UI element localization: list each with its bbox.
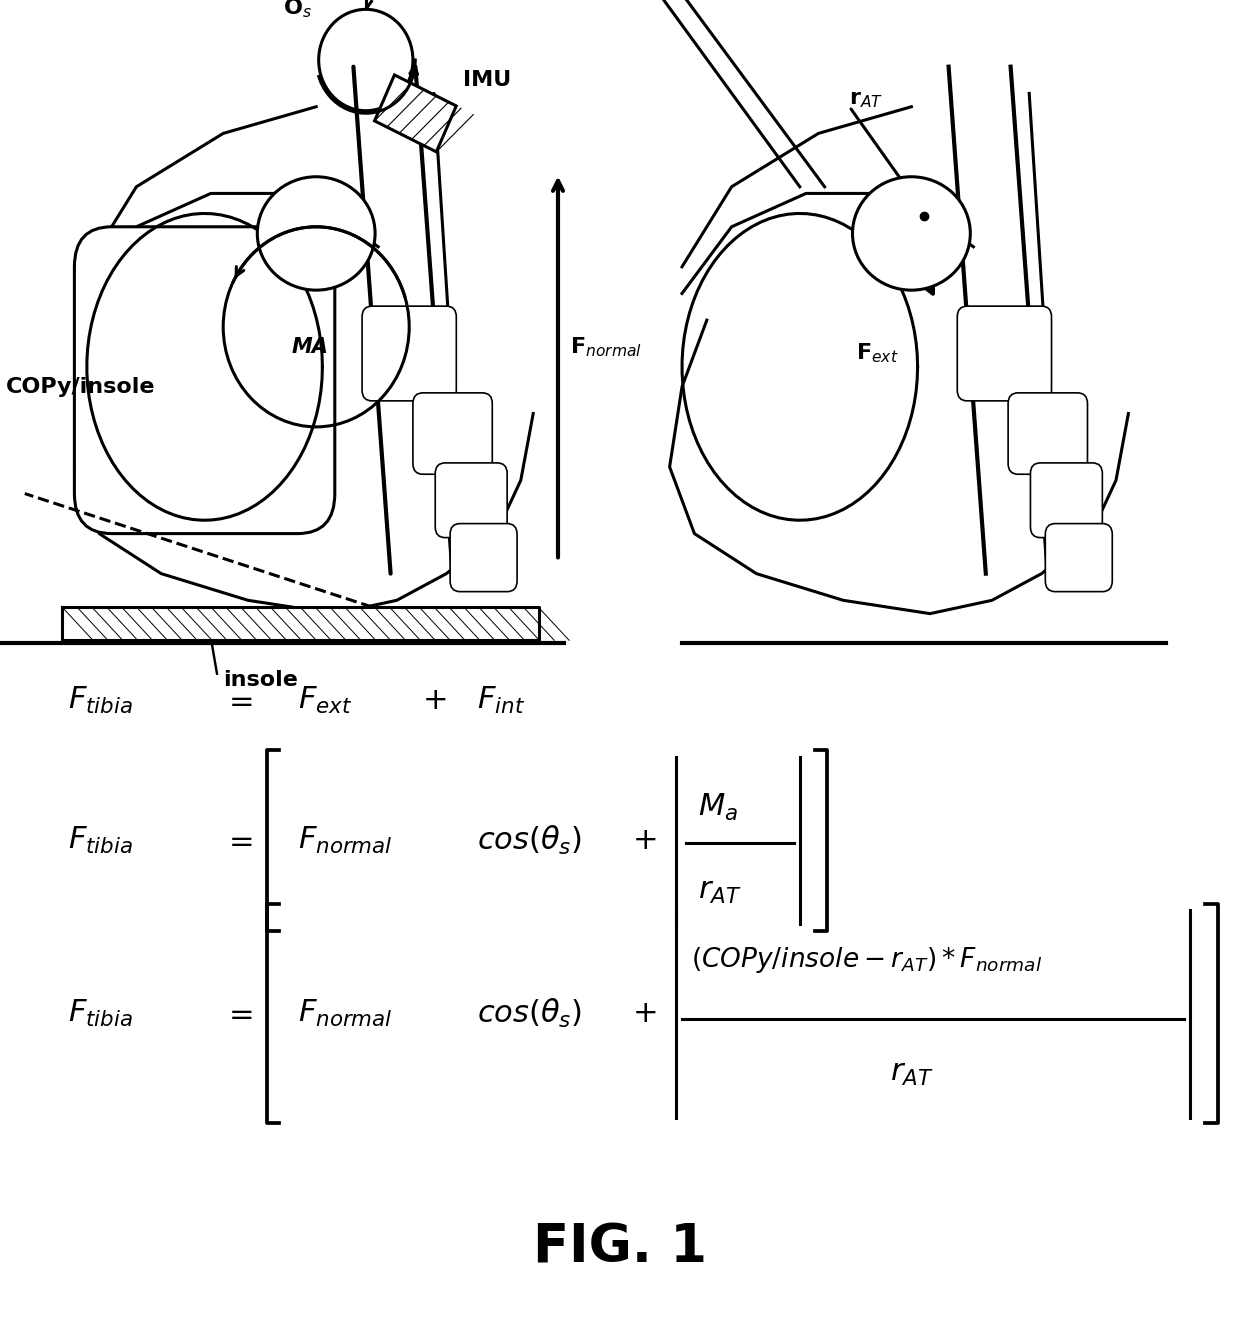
Polygon shape xyxy=(87,213,322,520)
Text: $=$: $=$ xyxy=(223,826,253,855)
Text: F$_{ext}$: F$_{ext}$ xyxy=(856,342,898,366)
FancyBboxPatch shape xyxy=(362,305,456,400)
Text: $\mathit{F_{normal}}$: $\mathit{F_{normal}}$ xyxy=(298,998,392,1030)
Polygon shape xyxy=(62,607,539,640)
Text: $\mathit{F_{tibia}}$: $\mathit{F_{tibia}}$ xyxy=(68,998,133,1030)
Text: IMU: IMU xyxy=(463,71,511,89)
Text: $=$: $=$ xyxy=(223,999,253,1029)
FancyBboxPatch shape xyxy=(957,305,1052,400)
Polygon shape xyxy=(682,213,918,520)
FancyBboxPatch shape xyxy=(74,227,335,534)
FancyBboxPatch shape xyxy=(1045,523,1112,591)
Text: FIG. 1: FIG. 1 xyxy=(533,1222,707,1273)
Text: $\mathit{F_{normal}}$: $\mathit{F_{normal}}$ xyxy=(298,824,392,856)
Text: r$_{AT}$: r$_{AT}$ xyxy=(849,91,884,109)
FancyBboxPatch shape xyxy=(450,523,517,591)
Ellipse shape xyxy=(258,176,374,289)
Text: O$_s$: O$_s$ xyxy=(283,0,312,20)
Text: $\mathit{F_{ext}}$: $\mathit{F_{ext}}$ xyxy=(298,684,352,716)
FancyBboxPatch shape xyxy=(1008,392,1087,474)
Text: $\mathit{cos(\theta_s)}$: $\mathit{cos(\theta_s)}$ xyxy=(477,824,583,856)
Ellipse shape xyxy=(853,176,971,289)
Text: $\mathit{F_{tibia}}$: $\mathit{F_{tibia}}$ xyxy=(68,824,133,856)
Text: $+$: $+$ xyxy=(422,686,446,715)
Text: $+$: $+$ xyxy=(632,826,657,855)
FancyBboxPatch shape xyxy=(1030,463,1102,538)
Text: $+$: $+$ xyxy=(632,999,657,1029)
Text: F$_{normal}$: F$_{normal}$ xyxy=(570,336,642,359)
Text: insole: insole xyxy=(223,671,298,690)
Text: $=$: $=$ xyxy=(223,686,253,715)
Text: $\mathit{F_{tibia}}$: $\mathit{F_{tibia}}$ xyxy=(68,684,133,716)
FancyBboxPatch shape xyxy=(413,392,492,474)
Text: $\mathit{r_{AT}}$: $\mathit{r_{AT}}$ xyxy=(889,1059,934,1089)
Text: $\mathit{M_a}$: $\mathit{M_a}$ xyxy=(698,791,738,823)
FancyBboxPatch shape xyxy=(374,75,456,152)
Text: MA: MA xyxy=(291,338,329,356)
Text: COPy/insole: COPy/insole xyxy=(6,378,156,396)
Text: $\mathit{F_{int}}$: $\mathit{F_{int}}$ xyxy=(477,684,526,716)
FancyBboxPatch shape xyxy=(435,463,507,538)
Text: $\mathit{r_{AT}}$: $\mathit{r_{AT}}$ xyxy=(698,876,742,906)
Text: $\mathit{(COPy/insole - r_{AT})*F_{normal}}$: $\mathit{(COPy/insole - r_{AT})*F_{norma… xyxy=(691,946,1042,975)
Text: $\mathit{cos(\theta_s)}$: $\mathit{cos(\theta_s)}$ xyxy=(477,998,583,1030)
